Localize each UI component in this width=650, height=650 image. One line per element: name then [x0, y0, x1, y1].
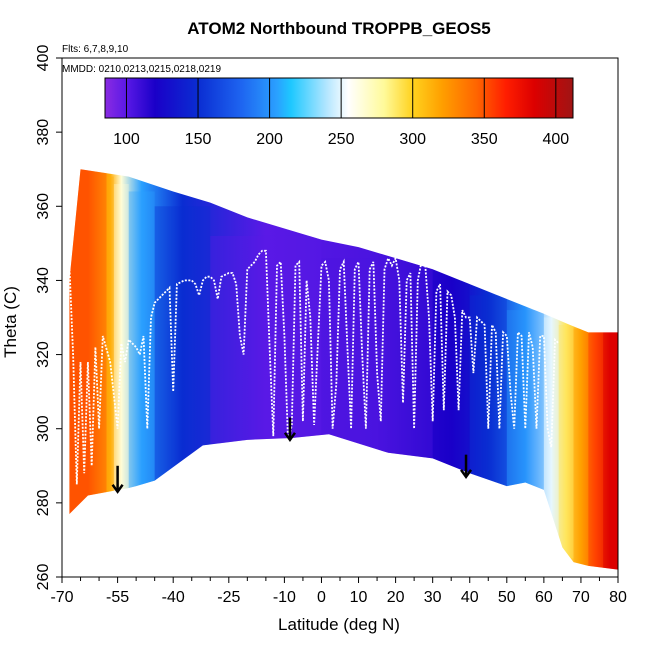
colorbar-ticks: 100 150 200 250 300 350 400: [113, 78, 569, 148]
x-tick-label-4: -10: [273, 589, 296, 606]
colorbar-tick-label-0: 100: [113, 131, 140, 148]
x-tick-label-10: 50: [498, 589, 516, 606]
x-tick-label-2: -40: [162, 589, 185, 606]
heatmap-cell-4: [154, 206, 211, 481]
colorbar-tick-label-3: 250: [328, 131, 355, 148]
y-tick-label-7: 400: [35, 45, 52, 72]
x-axis: -70 -55 -40 -25 -10 0 10 20 30 40 50 60 70 80: [50, 577, 627, 606]
x-tick-label-3: -25: [217, 589, 240, 606]
heatmap-cell-13: [588, 332, 604, 570]
annotation-layer: [111, 417, 473, 494]
colorbar-tick-label-4: 300: [399, 131, 426, 148]
flights-note: Flts: 6,7,8,9,10: [62, 44, 129, 55]
x-tick-label-1: -55: [106, 589, 129, 606]
heatmap-cell-12: [573, 328, 589, 566]
y-axis: 260 280 300 320 340 360 380 400: [35, 45, 62, 591]
heatmap-cell-7: [432, 280, 470, 474]
tropopause-trace-layer: [68, 249, 560, 485]
colorbar-tick-label-5: 350: [471, 131, 498, 148]
colorbar: 100 150 200 250 300 350 400: [104, 77, 574, 148]
heatmap-cell-0: [69, 169, 107, 514]
y-tick-label-5: 360: [35, 193, 52, 220]
arrow-annotation-2: [460, 454, 473, 480]
heatmap-cell-6: [321, 258, 433, 459]
y-tick-label-6: 380: [35, 119, 52, 146]
colorbar-tick-label-2: 200: [256, 131, 283, 148]
heatmap-cell-2: [113, 184, 129, 492]
chart-title: ATOM2 Northbound TROPPB_GEOS5: [187, 19, 491, 38]
heatmap-cell-14: [603, 332, 618, 570]
heatmap-cell-1: [106, 176, 114, 496]
y-tick-label-3: 320: [35, 341, 52, 368]
y-tick-label-0: 260: [35, 564, 52, 591]
heatmap-cell-10: [543, 317, 559, 540]
colorbar-tick-label-6: 400: [542, 131, 569, 148]
tropopause-trace-0: [68, 249, 560, 485]
y-tick-label-1: 280: [35, 489, 52, 516]
colorbar-tick-label-1: 150: [185, 131, 212, 148]
x-tick-label-12: 70: [572, 589, 590, 606]
x-tick-label-0: -70: [50, 589, 73, 606]
y-tick-label-4: 340: [35, 267, 52, 294]
y-axis-title: Theta (C): [1, 286, 20, 358]
heatmap-cell-11: [558, 324, 574, 559]
x-tick-label-9: 40: [461, 589, 479, 606]
x-tick-label-5: 0: [317, 589, 326, 606]
dates-note: MMDD: 0210,0213,0215,0218,0219: [62, 64, 221, 75]
x-axis-title: Latitude (deg N): [278, 615, 400, 634]
arrow-annotation-0: [111, 465, 124, 494]
arrow-annotation-1: [283, 417, 296, 442]
x-tick-label-11: 60: [535, 589, 553, 606]
colorbar-gradient: [104, 77, 574, 119]
x-tick-label-6: 10: [350, 589, 368, 606]
x-tick-label-13: 80: [609, 589, 627, 606]
x-tick-label-8: 30: [424, 589, 442, 606]
x-tick-label-7: 20: [387, 589, 405, 606]
y-tick-label-2: 300: [35, 415, 52, 442]
